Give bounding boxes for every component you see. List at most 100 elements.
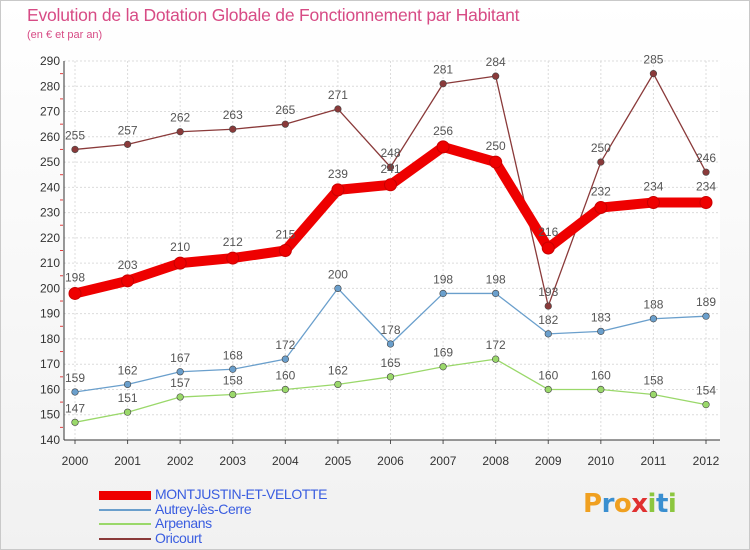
data-label: 162 (118, 363, 138, 377)
data-label: 160 (591, 368, 611, 382)
legend-label: MONTJUSTIN-ET-VELOTTE (155, 486, 328, 502)
y-tick-label: 180 (40, 332, 60, 346)
data-label: 159 (65, 371, 85, 385)
legend-label: Oricourt (155, 530, 202, 546)
data-point (702, 168, 710, 176)
data-label: 189 (696, 295, 716, 309)
data-point (176, 368, 184, 376)
legend-label: Arpenans (155, 515, 212, 531)
data-label: 216 (538, 225, 558, 239)
data-label: 157 (170, 376, 190, 390)
data-label: 234 (696, 179, 716, 193)
data-point (123, 408, 132, 416)
data-label: 271 (328, 88, 348, 102)
data-label: 167 (170, 351, 190, 365)
data-point (71, 388, 79, 396)
data-point (386, 340, 395, 348)
data-point (439, 80, 447, 88)
data-point (386, 373, 395, 381)
data-label: 250 (486, 139, 506, 153)
data-label: 215 (275, 228, 295, 242)
data-point (123, 380, 132, 389)
data-label: 232 (591, 185, 611, 199)
legend-swatch (99, 523, 151, 525)
x-tick-label: 2012 (693, 454, 720, 468)
data-label: 200 (328, 267, 348, 281)
y-tick-label: 290 (40, 54, 60, 68)
data-label: 162 (328, 363, 348, 377)
data-point (649, 390, 658, 399)
data-label: 284 (486, 55, 506, 69)
data-label: 212 (223, 235, 243, 249)
data-point (226, 251, 240, 265)
data-point (68, 286, 82, 300)
data-label: 158 (643, 374, 663, 388)
data-label: 147 (65, 401, 85, 415)
data-label: 182 (538, 313, 558, 327)
data-point (699, 195, 713, 209)
x-tick-label: 2001 (114, 454, 141, 468)
proxiti-logo: Proxiti (583, 489, 677, 519)
data-label: 193 (538, 285, 558, 299)
data-label: 239 (328, 167, 348, 181)
data-label: 246 (696, 151, 716, 165)
data-label: 178 (380, 323, 400, 337)
y-tick-label: 250 (40, 155, 60, 169)
data-label: 160 (275, 368, 295, 382)
data-label: 203 (118, 258, 138, 272)
data-label: 165 (380, 356, 400, 370)
data-point (702, 312, 710, 320)
data-label: 183 (591, 310, 611, 324)
x-tick-label: 2003 (219, 454, 246, 468)
x-tick-label: 2006 (377, 454, 404, 468)
data-label: 169 (433, 346, 453, 360)
data-point (544, 302, 552, 310)
data-label: 257 (118, 123, 138, 137)
data-point (702, 401, 710, 409)
data-point (544, 385, 552, 394)
data-label: 250 (591, 141, 611, 155)
data-point (281, 120, 289, 128)
legend-swatch (99, 490, 151, 500)
y-tick-label: 140 (40, 433, 60, 447)
data-point (121, 274, 135, 288)
data-label: 198 (65, 270, 85, 284)
data-label: 265 (275, 103, 295, 117)
legend-label: Autrey-lès-Cerre (155, 501, 252, 517)
data-point (384, 178, 397, 192)
y-tick-label: 160 (40, 382, 60, 396)
y-tick-label: 270 (40, 105, 60, 119)
data-point (597, 158, 605, 166)
data-label: 168 (223, 348, 243, 362)
data-point (281, 355, 289, 363)
data-point (173, 256, 187, 270)
data-point (123, 140, 132, 148)
plot-area (64, 61, 720, 440)
data-point (597, 327, 605, 335)
y-tick-label: 150 (40, 408, 60, 422)
x-tick-label: 2005 (325, 454, 352, 468)
data-point (176, 393, 184, 401)
y-tick-label: 190 (40, 307, 60, 321)
chart-subtitle: (en € et par an) (27, 29, 103, 41)
data-point (229, 125, 237, 133)
data-point (492, 289, 500, 298)
y-tick-label: 280 (40, 79, 60, 93)
y-tick-label: 260 (40, 130, 60, 144)
data-label: 151 (118, 391, 138, 405)
data-point (649, 315, 658, 323)
data-label: 160 (538, 368, 558, 382)
data-label: 281 (433, 63, 453, 77)
data-label: 172 (275, 338, 295, 352)
x-tick-label: 2002 (167, 454, 194, 468)
data-label: 256 (433, 124, 453, 138)
data-point (544, 330, 552, 338)
data-label: 255 (65, 128, 85, 142)
y-tick-label: 210 (40, 256, 60, 270)
data-point (541, 241, 555, 255)
data-label: 210 (170, 240, 190, 254)
data-point (646, 195, 660, 209)
y-tick-label: 230 (40, 206, 60, 220)
data-label: 154 (696, 384, 716, 398)
